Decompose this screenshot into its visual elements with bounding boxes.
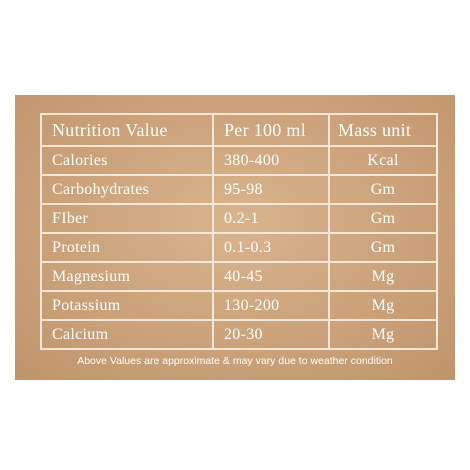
table-cell: Mg (328, 261, 438, 292)
table-cell: Mg (328, 290, 438, 321)
table-row: Carbohydrates 95-98 Gm (40, 174, 438, 205)
table-cell: 380-400 (212, 145, 330, 176)
table-cell: 0.1-0.3 (212, 232, 330, 263)
table-head: Nutrition Value Per 100 ml Mass unit (40, 113, 438, 147)
table-cell: 40-45 (212, 261, 330, 292)
table-row: Magnesium 40-45 Mg (40, 261, 438, 292)
table-cell: Potassium (40, 290, 214, 321)
table-cell: Calories (40, 145, 214, 176)
table-body: Calories 380-400 Kcal Carbohydrates 95-98 Gm F… (40, 145, 438, 350)
table-cell: Mg (328, 319, 438, 350)
table-cell: Gm (328, 174, 438, 205)
table-cell: Kcal (328, 145, 438, 176)
table-cell: Gm (328, 203, 438, 234)
header-row: Nutrition Value Per 100 ml Mass unit (40, 113, 438, 147)
table-cell: FIber (40, 203, 214, 234)
header-cell: Nutrition Value (40, 113, 214, 147)
table-cell: 20-30 (212, 319, 330, 350)
table-row: Potassium 130-200 Mg (40, 290, 438, 321)
table-cell: Carbohydrates (40, 174, 214, 205)
table-cell: 130-200 (212, 290, 330, 321)
header-cell: Per 100 ml (212, 113, 330, 147)
table-cell: Protein (40, 232, 214, 263)
header-cell: Mass unit (328, 113, 438, 147)
table-cell: 95-98 (212, 174, 330, 205)
nutrition-table: Nutrition Value Per 100 ml Mass unit Cal… (40, 113, 438, 350)
nutrition-card: Nutrition Value Per 100 ml Mass unit Cal… (15, 95, 455, 380)
table-cell: Magnesium (40, 261, 214, 292)
table-cell: Gm (328, 232, 438, 263)
table-row: FIber 0.2-1 Gm (40, 203, 438, 234)
table-row: Calcium 20-30 Mg (40, 319, 438, 350)
table-cell: 0.2-1 (212, 203, 330, 234)
table-row: Protein 0.1-0.3 Gm (40, 232, 438, 263)
table-cell: Calcium (40, 319, 214, 350)
footnote: Above Values are approximate & may vary … (77, 355, 393, 367)
table-row: Calories 380-400 Kcal (40, 145, 438, 176)
